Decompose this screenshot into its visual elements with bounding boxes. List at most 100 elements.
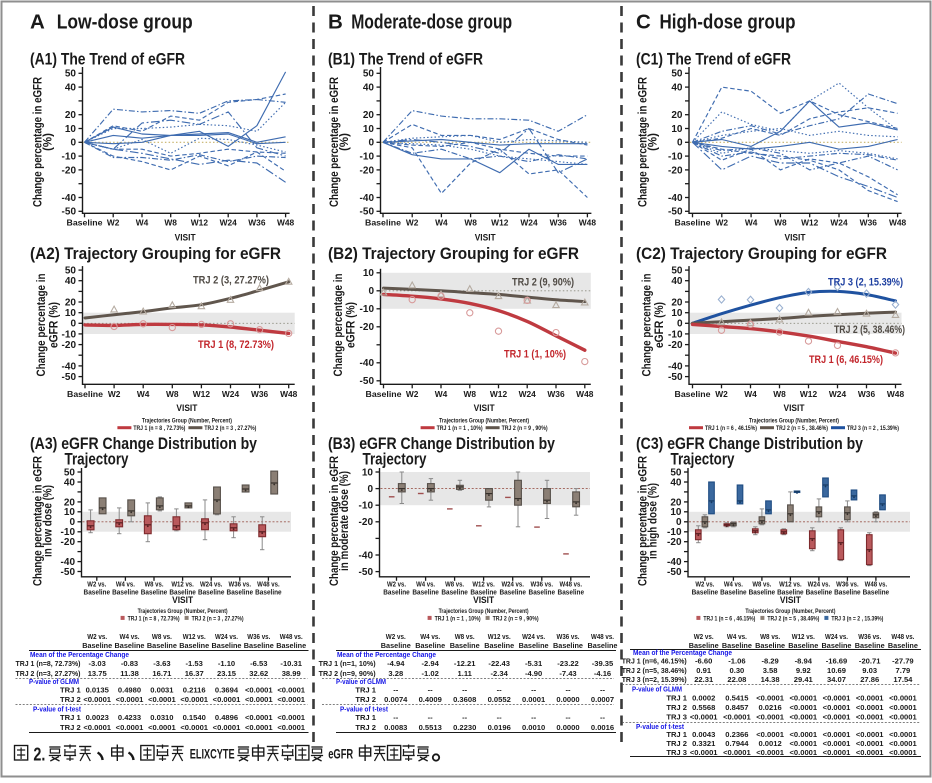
svg-text:3.28: 3.28 bbox=[388, 669, 403, 678]
svg-text:Baseline: Baseline bbox=[888, 641, 918, 650]
svg-text:(B2) Trajectory Grouping for e: (B2) Trajectory Grouping for eGFR bbox=[328, 245, 579, 263]
svg-text:-1.06: -1.06 bbox=[728, 657, 745, 666]
svg-text:<0.0001: <0.0001 bbox=[116, 695, 144, 704]
svg-text:TRJ 1 (n = 8 , 72.73%): TRJ 1 (n = 8 , 72.73%) bbox=[128, 617, 180, 623]
svg-text:Baseline: Baseline bbox=[519, 641, 549, 650]
svg-text:-7.43: -7.43 bbox=[559, 669, 576, 678]
svg-text:Baseline: Baseline bbox=[675, 218, 711, 228]
svg-text:10: 10 bbox=[671, 124, 683, 135]
svg-text:16.71: 16.71 bbox=[152, 669, 172, 678]
svg-text:P-value of t-test: P-value of t-test bbox=[636, 722, 684, 731]
svg-text:W24 vs.: W24 vs. bbox=[808, 579, 831, 588]
svg-text:TRJ 2: TRJ 2 bbox=[60, 695, 81, 704]
svg-text:-40: -40 bbox=[360, 358, 375, 369]
svg-text:W8 vs.: W8 vs. bbox=[455, 632, 475, 641]
svg-text:0.2366: 0.2366 bbox=[725, 730, 748, 739]
svg-text:--: -- bbox=[428, 713, 434, 722]
svg-text:<0.0001: <0.0001 bbox=[148, 723, 176, 732]
svg-text:W36 vs.: W36 vs. bbox=[531, 579, 554, 588]
svg-text:-0.83: -0.83 bbox=[121, 659, 138, 668]
svg-text:TRJ 2: TRJ 2 bbox=[666, 703, 687, 712]
svg-text:-27.79: -27.79 bbox=[892, 657, 914, 666]
svg-text:10.69: 10.69 bbox=[827, 666, 846, 675]
svg-text:-1.02: -1.02 bbox=[422, 669, 439, 678]
svg-text:<0.0001: <0.0001 bbox=[856, 748, 884, 757]
svg-text:Baseline: Baseline bbox=[863, 588, 890, 597]
svg-text:P-value of GLMM: P-value of GLMM bbox=[336, 677, 386, 686]
svg-text:<0.0001: <0.0001 bbox=[180, 695, 208, 704]
svg-text:9.92: 9.92 bbox=[796, 666, 811, 675]
svg-text:40: 40 bbox=[65, 83, 77, 94]
svg-text:50: 50 bbox=[64, 467, 76, 478]
svg-text:20: 20 bbox=[671, 110, 683, 121]
svg-text:-50: -50 bbox=[360, 376, 375, 387]
svg-text:TRJ 2 (n=5, 38.46%): TRJ 2 (n=5, 38.46%) bbox=[622, 666, 687, 675]
svg-text:Baseline: Baseline bbox=[365, 218, 401, 228]
svg-text:50: 50 bbox=[65, 69, 77, 80]
svg-text:Baseline: Baseline bbox=[470, 588, 497, 597]
svg-text:<0.0001: <0.0001 bbox=[823, 739, 851, 748]
svg-text:Baseline: Baseline bbox=[415, 641, 445, 650]
svg-text:<0.0001: <0.0001 bbox=[690, 712, 718, 721]
svg-text:0.0000: 0.0000 bbox=[556, 723, 579, 732]
svg-text:TRJ 2: TRJ 2 bbox=[666, 739, 687, 748]
svg-text:0.0031: 0.0031 bbox=[150, 686, 174, 695]
svg-text:TRJ 1: TRJ 1 bbox=[355, 713, 376, 722]
svg-text:(%): (%) bbox=[43, 133, 55, 151]
svg-text:W8 vs.: W8 vs. bbox=[752, 579, 771, 588]
svg-text:Change percentage in eGFR: Change percentage in eGFR bbox=[329, 455, 341, 586]
svg-text:-10: -10 bbox=[668, 329, 683, 340]
svg-text:W48 vs.: W48 vs. bbox=[280, 632, 303, 641]
svg-text:Baseline: Baseline bbox=[692, 588, 719, 597]
svg-text:-50: -50 bbox=[62, 207, 77, 218]
svg-text:<0.0001: <0.0001 bbox=[245, 723, 273, 732]
svg-text:W24 vs.: W24 vs. bbox=[200, 579, 223, 588]
svg-text:0: 0 bbox=[677, 319, 683, 330]
svg-text:<0.0001: <0.0001 bbox=[856, 712, 884, 721]
svg-text:10: 10 bbox=[671, 308, 683, 319]
svg-text:-10: -10 bbox=[360, 152, 375, 163]
svg-text:W12 vs.: W12 vs. bbox=[792, 632, 815, 641]
svg-text:0.0016: 0.0016 bbox=[591, 723, 614, 732]
svg-text:<0.0001: <0.0001 bbox=[889, 703, 917, 712]
svg-text:W8 vs.: W8 vs. bbox=[445, 579, 464, 588]
svg-text:20: 20 bbox=[65, 110, 77, 121]
svg-text:W4: W4 bbox=[435, 389, 448, 399]
svg-text:W48 vs.: W48 vs. bbox=[591, 632, 614, 641]
svg-text:40: 40 bbox=[64, 477, 76, 488]
svg-text:-10: -10 bbox=[62, 329, 77, 340]
svg-text:W12: W12 bbox=[193, 389, 211, 399]
svg-text:<0.0001: <0.0001 bbox=[856, 703, 884, 712]
svg-text:0.3694: 0.3694 bbox=[215, 686, 239, 695]
svg-text:Change percentage in eGFR: Change percentage in eGFR bbox=[638, 76, 650, 207]
svg-text:40: 40 bbox=[671, 276, 683, 287]
svg-text:W2: W2 bbox=[715, 389, 728, 399]
svg-text:Baseline: Baseline bbox=[276, 641, 306, 650]
svg-text:TRJ 1 (n = 1 , 10%): TRJ 1 (n = 1 , 10%) bbox=[435, 617, 481, 623]
svg-text:TRJ 2 (n = 3 , 27.27%): TRJ 2 (n = 3 , 27.27%) bbox=[192, 617, 244, 623]
svg-text:<0.0001: <0.0001 bbox=[823, 712, 851, 721]
svg-text:-10: -10 bbox=[359, 501, 374, 512]
svg-text:TRJ 2 (9, 90%): TRJ 2 (9, 90%) bbox=[512, 277, 574, 289]
svg-text:-10: -10 bbox=[62, 152, 77, 163]
svg-text:-40: -40 bbox=[668, 193, 683, 204]
svg-text:-3.03: -3.03 bbox=[89, 659, 106, 668]
svg-text:in moderate dose (%): in moderate dose (%) bbox=[339, 471, 351, 571]
svg-text:0.5513: 0.5513 bbox=[419, 723, 442, 732]
svg-text:-40: -40 bbox=[668, 361, 683, 372]
svg-text:--: -- bbox=[531, 686, 537, 695]
svg-text:-10: -10 bbox=[668, 152, 683, 163]
svg-text:-40: -40 bbox=[360, 193, 375, 204]
svg-text:0: 0 bbox=[368, 138, 374, 149]
svg-text:Low-dose group: Low-dose group bbox=[57, 10, 193, 33]
svg-text:16.37: 16.37 bbox=[185, 669, 204, 678]
svg-text:W2: W2 bbox=[406, 218, 419, 228]
svg-text:W8 vs.: W8 vs. bbox=[145, 579, 164, 588]
svg-text:VISIT: VISIT bbox=[780, 595, 802, 605]
svg-text:0.0023: 0.0023 bbox=[86, 713, 109, 722]
svg-text:P-value of t-test: P-value of t-test bbox=[340, 705, 388, 714]
svg-text:27.86: 27.86 bbox=[860, 675, 879, 684]
svg-text:Baseline: Baseline bbox=[82, 641, 112, 650]
svg-text:Change percentage in eGFR: Change percentage in eGFR bbox=[638, 455, 650, 586]
svg-text:0.2230: 0.2230 bbox=[453, 723, 476, 732]
